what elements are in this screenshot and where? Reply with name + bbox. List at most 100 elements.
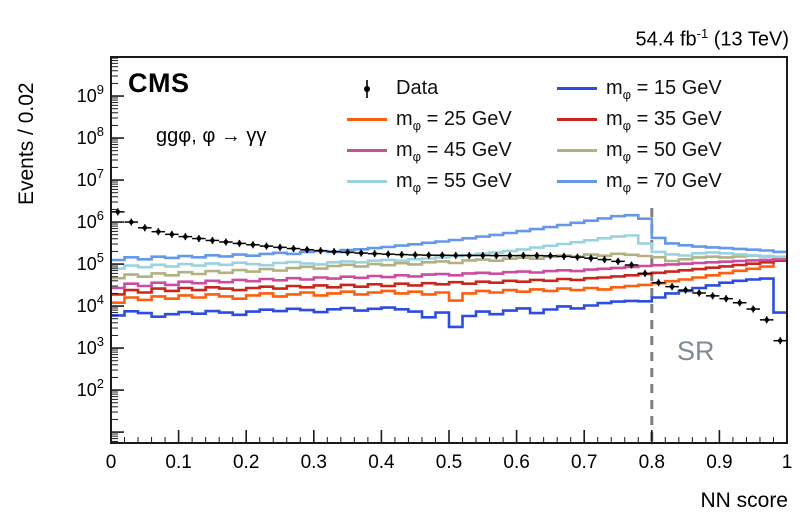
data-marker	[696, 290, 702, 296]
data-marker	[642, 271, 648, 276]
y-tick-label: 105	[77, 250, 104, 274]
data-marker	[439, 252, 445, 258]
hist-m70	[111, 213, 787, 262]
legend-entry-label: Data	[396, 77, 439, 99]
data-marker	[737, 300, 742, 306]
legend-line-swatch	[557, 140, 597, 162]
x-tick-label: 0.7	[571, 452, 597, 473]
data-point-marker-icon	[347, 78, 387, 100]
data-marker	[277, 245, 283, 250]
y-axis-ticks: 102 103 104 105 106 107 108 109	[77, 57, 124, 442]
y-tick-label: 107	[77, 166, 104, 190]
data-marker	[656, 280, 661, 286]
legend-entry-m25: mφ = 25 GeV	[347, 104, 553, 135]
x-axis-title: NN score	[700, 489, 788, 512]
x-tick-label: 0.8	[639, 452, 665, 473]
hist-m55	[111, 234, 787, 270]
data-marker	[615, 259, 621, 264]
legend-column-left: Data mφ = 25 GeV mφ = 45 GeV mφ = 55 GeV	[347, 73, 553, 197]
data-marker	[223, 239, 229, 245]
x-tick-label: 0.3	[301, 452, 327, 473]
hist-m50	[111, 252, 787, 280]
legend-line-swatch	[347, 171, 387, 193]
legend-entry-m50: mφ = 50 GeV	[557, 135, 722, 166]
data-marker	[750, 306, 756, 312]
data-marker	[480, 253, 486, 258]
x-tick-label: 0.5	[436, 452, 462, 473]
data-marker	[575, 254, 580, 260]
data-marker	[291, 246, 296, 251]
legend-entry-m45: mφ = 45 GeV	[347, 135, 553, 166]
legend-entry-data: Data	[347, 73, 553, 104]
legend-column-right: mφ = 15 GeV mφ = 35 GeV mφ = 50 GeV mφ = 70…	[557, 73, 722, 197]
x-tick-label: 0.1	[165, 452, 191, 473]
data-marker	[345, 250, 350, 255]
x-tick-label: 0.6	[503, 452, 529, 473]
data-marker	[115, 209, 121, 215]
hist-m45	[111, 258, 787, 290]
signal-region-label: SR	[677, 336, 715, 366]
data-marker	[629, 262, 634, 268]
data-marker	[372, 251, 377, 256]
legend-line-swatch	[557, 78, 597, 100]
data-marker	[385, 251, 391, 257]
data-marker	[331, 249, 337, 254]
lumi-exponent: -1	[696, 26, 709, 41]
data-marker	[466, 253, 472, 258]
y-tick-label: 108	[77, 124, 104, 148]
data-marker	[669, 284, 675, 289]
legend-entry-label: mφ = 55 GeV	[396, 170, 512, 195]
data-marker	[412, 252, 418, 258]
data-points	[111, 208, 787, 345]
legend-entry-label: mφ = 70 GeV	[606, 170, 722, 195]
legend-line-swatch	[557, 171, 597, 193]
data-marker	[561, 254, 567, 259]
x-tick-label: 1	[782, 452, 793, 473]
legend-entry-label: mφ = 25 GeV	[396, 108, 512, 133]
legend: Data mφ = 25 GeV mφ = 45 GeV mφ = 55 GeV mφ…	[347, 73, 722, 197]
data-marker	[548, 253, 553, 259]
data-marker	[358, 250, 364, 256]
y-tick-label: 103	[77, 334, 104, 358]
data-marker	[777, 338, 783, 343]
y-tick-label: 104	[77, 292, 104, 316]
legend-entry-m35: mφ = 35 GeV	[557, 104, 722, 135]
data-marker	[128, 219, 134, 225]
data-marker	[602, 257, 607, 262]
luminosity-label: 54.4 fb-1 (13 TeV)	[635, 26, 789, 52]
y-tick-label: 102	[77, 376, 104, 400]
x-axis-ticks: 0 0.1 0.2 0.3 0.4 0.5 0.6 0.7 0.8 0.9 1	[106, 430, 793, 473]
data-marker	[304, 247, 310, 252]
data-marker	[683, 287, 688, 293]
legend-entry-label: mφ = 45 GeV	[396, 139, 512, 164]
data-marker	[183, 234, 188, 239]
legend-entry-m70: mφ = 70 GeV	[557, 166, 722, 197]
x-tick-label: 0.2	[233, 452, 259, 473]
data-marker	[264, 243, 269, 249]
lumi-energy: (13 TeV)	[708, 28, 789, 51]
data-marker	[453, 253, 459, 258]
x-tick-label: 0.4	[368, 452, 395, 473]
x-tick-label: 0.9	[706, 452, 732, 473]
data-marker	[169, 232, 175, 237]
data-marker	[494, 253, 499, 258]
data-marker	[156, 229, 161, 234]
legend-line-swatch	[347, 140, 387, 162]
data-marker	[210, 238, 215, 243]
channel-label: ggφ, φ → γγ	[156, 125, 267, 147]
data-marker	[764, 317, 770, 323]
data-marker	[723, 296, 729, 301]
legend-line-swatch	[557, 109, 597, 131]
data-marker	[588, 255, 594, 261]
legend-line-swatch	[347, 109, 387, 131]
hist-m15	[111, 277, 787, 329]
hist-m25	[111, 256, 787, 304]
signal-histograms	[111, 213, 787, 329]
data-marker	[534, 253, 540, 258]
data-marker	[710, 293, 715, 299]
data-marker	[237, 241, 242, 246]
y-axis-title: Events / 0.02	[15, 82, 38, 205]
data-marker	[318, 248, 323, 254]
